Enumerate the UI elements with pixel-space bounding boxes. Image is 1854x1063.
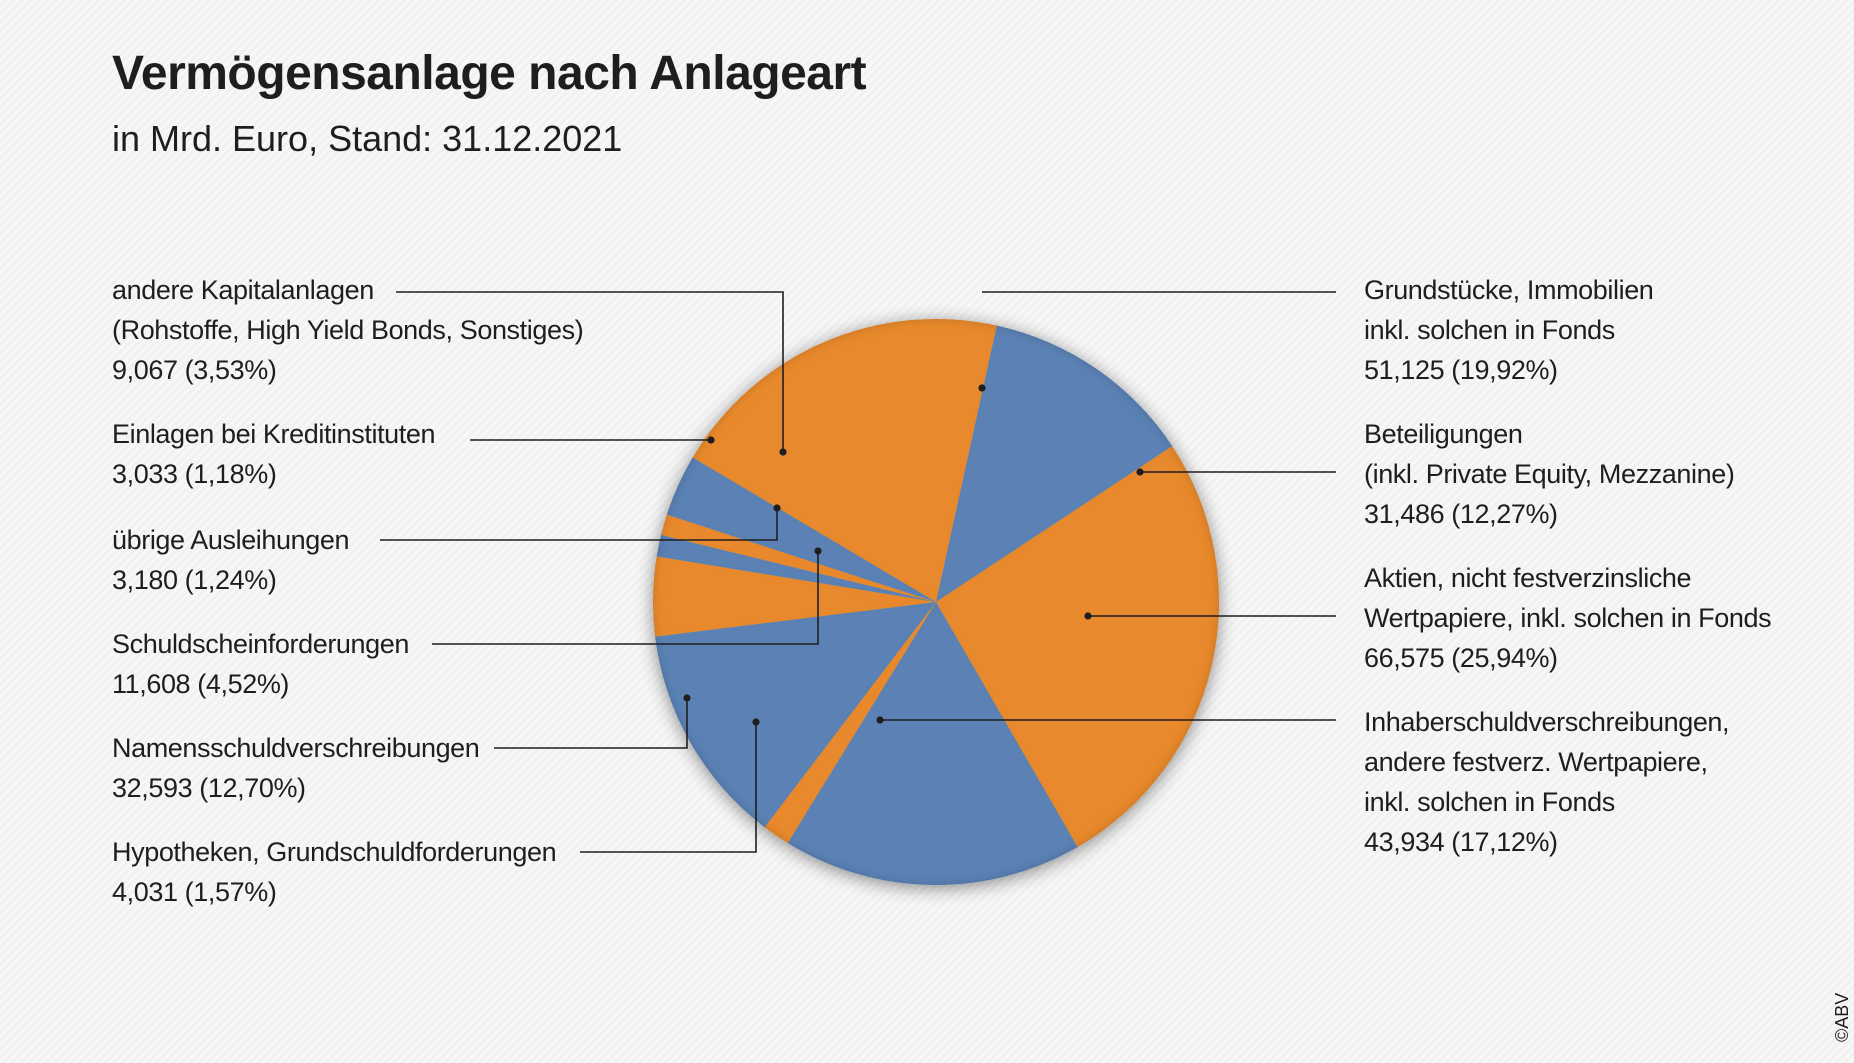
leader-dot — [978, 384, 986, 392]
pie-slice — [764, 602, 936, 844]
slice-label-line: inkl. solchen in Fonds — [1364, 787, 1615, 817]
slice-label-line: Grundstücke, Immobilien — [1364, 275, 1654, 305]
slice-label: Inhaberschuldverschreibungen, andere fest… — [1364, 702, 1730, 862]
leader-dot — [876, 716, 884, 724]
slice-value: 4,031 (1,57%) — [112, 877, 277, 907]
slice-value: 3,033 (1,18%) — [112, 459, 277, 489]
slice-value: 9,067 (3,53%) — [112, 355, 277, 385]
slice-label: Schuldscheinforderungen 11,608 (4,52%) — [112, 624, 409, 704]
leader-dot — [1084, 612, 1092, 620]
leader-line — [380, 508, 778, 541]
pie-slice — [692, 319, 997, 602]
pie-slice — [653, 556, 936, 637]
slice-label-line: Beteiligungen — [1364, 419, 1523, 449]
slice-label-line: (Rohstoffe, High Yield Bonds, Sonstiges) — [112, 315, 584, 345]
slice-label-line: inkl. solchen in Fonds — [1364, 315, 1615, 345]
slice-label-line: Hypotheken, Grundschuldforderungen — [112, 837, 557, 867]
leader-dot — [1136, 468, 1144, 476]
chart-title: Vermögensanlage nach Anlageart — [112, 47, 867, 100]
slice-label-line: Einlagen bei Kreditinstituten — [112, 419, 436, 449]
pie-slice — [666, 457, 936, 602]
leader-line — [580, 722, 757, 853]
pie-slice — [655, 602, 936, 828]
slice-value: 31,486 (12,27%) — [1364, 499, 1558, 529]
slice-label-line: Schuldscheinforderungen — [112, 629, 410, 659]
slice-value: 66,575 (25,94%) — [1364, 643, 1558, 673]
slice-label: andere Kapitalanlagen (Rohstoffe, High Yi… — [112, 270, 584, 390]
leader-dot — [773, 504, 781, 512]
pie-slice — [936, 446, 1219, 848]
slice-label: Einlagen bei Kreditinstituten 3,033 (1,18… — [112, 414, 436, 494]
slice-value: 3,180 (1,24%) — [112, 565, 277, 595]
slice-label: übrige Ausleihungen 3,180 (1,24%) — [112, 520, 350, 600]
copyright: ©ABV — [1832, 992, 1852, 1042]
pie-slice — [661, 514, 936, 602]
slice-label-line: andere festverz. Wertpapiere, — [1364, 747, 1708, 777]
leader-line — [396, 291, 784, 452]
slice-label: Namensschuldverschreibungen 32,593 (12,70… — [112, 728, 480, 808]
leader-dot — [683, 694, 691, 702]
slice-label-line: übrige Ausleihungen — [112, 525, 350, 555]
slice-value: 51,125 (19,92%) — [1364, 355, 1558, 385]
leader-dot — [752, 718, 760, 726]
pie-slice — [787, 602, 1078, 886]
slice-label: Hypotheken, Grundschuldforderungen 4,031 … — [112, 832, 557, 912]
slice-label: Grundstücke, Immobilien inkl. solchen in … — [1364, 270, 1654, 390]
chart-subtitle: in Mrd. Euro, Stand: 31.12.2021 — [112, 118, 623, 159]
slice-value: 32,593 (12,70%) — [112, 773, 306, 803]
slice-label-line: Wertpapiere, inkl. solchen in Fonds — [1364, 603, 1772, 633]
leader-line — [494, 698, 688, 749]
leader-dot — [707, 436, 715, 444]
slice-label: Aktien, nicht festverzinsliche Wertpapier… — [1364, 558, 1772, 678]
slice-label: Beteiligungen (inkl. Private Equity, Mezz… — [1364, 414, 1735, 534]
leader-dot — [814, 547, 822, 555]
leader-dot — [779, 448, 787, 456]
slice-label-line: Aktien, nicht festverzinsliche — [1364, 563, 1692, 593]
slice-label-line: andere Kapitalanlagen — [112, 275, 374, 305]
slice-value: 43,934 (17,12%) — [1364, 827, 1558, 857]
pie-slice — [936, 325, 1173, 602]
slice-value: 11,608 (4,52%) — [112, 669, 290, 699]
slice-label-line: Inhaberschuldverschreibungen, — [1364, 707, 1730, 737]
slice-label-line: Namensschuldverschreibungen — [112, 733, 480, 763]
leader-line — [432, 551, 819, 645]
slice-label-line: (inkl. Private Equity, Mezzanine) — [1364, 459, 1735, 489]
pie-slice — [656, 534, 936, 602]
